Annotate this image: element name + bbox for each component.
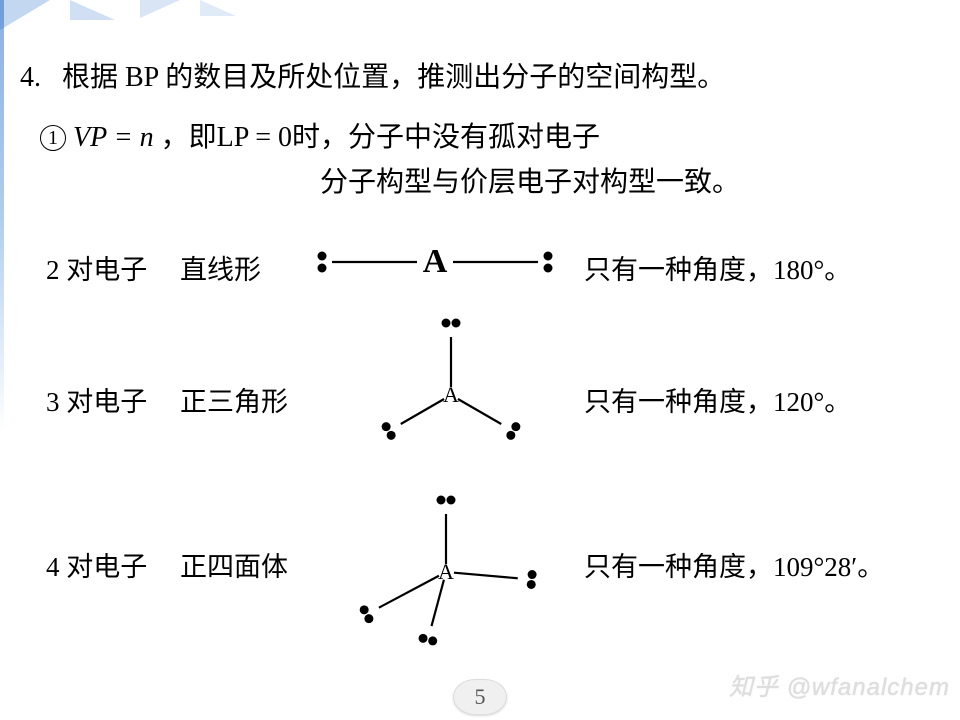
accent-triangle [70,0,115,20]
page-number: 5 [453,679,507,715]
row2-angle-prefix: 只有一种角度， [584,387,773,417]
row1-pairs-suffix: 对电子 [60,255,148,285]
condition-line-1: 1 VP = n ，即LP = 0时，分子中没有孤对电子 [40,115,600,155]
row1-angle: 只有一种角度，180°。 [584,248,944,287]
accent-bar [0,0,4,720]
diagram-tetrahedral: A [338,470,558,660]
row2-angle-value: 120°。 [773,387,851,417]
lp-text: ，即LP = 0时，分子中没有孤对电子 [161,122,600,153]
condition-line-2: 分子构型与价层电子对构型一致。 [320,160,740,200]
accent-triangle [140,0,180,18]
row2-angle: 只有一种角度，120°。 [584,380,944,419]
heading-line: 4. 根据 BP 的数目及所处位置，推测出分子的空间构型。 [20,55,725,95]
row3-angle-value: 109°28′。 [773,552,884,582]
accent-triangle [0,0,50,30]
row1-pairs-num: 2 [46,255,60,285]
watermark: 知乎 @wfanalchem [729,667,950,702]
heading-number: 4. [20,62,41,93]
diagram-linear: A [300,232,570,292]
circled-number: 1 [40,125,66,151]
accent-triangle [200,0,236,16]
row3-angle: 只有一种角度，109°28′。 [584,545,944,584]
row1-pairs: 2 对电子 [46,248,176,287]
svg-text:A: A [443,382,459,407]
row3-shape: 正四面体 [180,545,340,584]
vp-equation: VP = n [73,122,154,153]
row1-angle-value: 180°。 [773,255,851,285]
page-number-value: 5 [453,679,507,715]
row2-pairs-num: 3 [46,387,60,417]
row3-angle-prefix: 只有一种角度， [584,552,773,582]
svg-text:A: A [423,243,448,280]
row3-pairs: 4 对电子 [46,545,176,584]
row2-pairs: 3 对电子 [46,380,176,419]
row1-angle-prefix: 只有一种角度， [584,255,773,285]
row2-shape: 正三角形 [180,380,340,419]
row2-pairs-suffix: 对电子 [60,387,148,417]
row3-pairs-suffix: 对电子 [60,552,148,582]
heading-text: 根据 BP 的数目及所处位置，推测出分子的空间构型。 [62,62,725,93]
row3-pairs-num: 4 [46,552,60,582]
svg-text:A: A [438,559,454,584]
diagram-trigonal: A [356,300,546,470]
